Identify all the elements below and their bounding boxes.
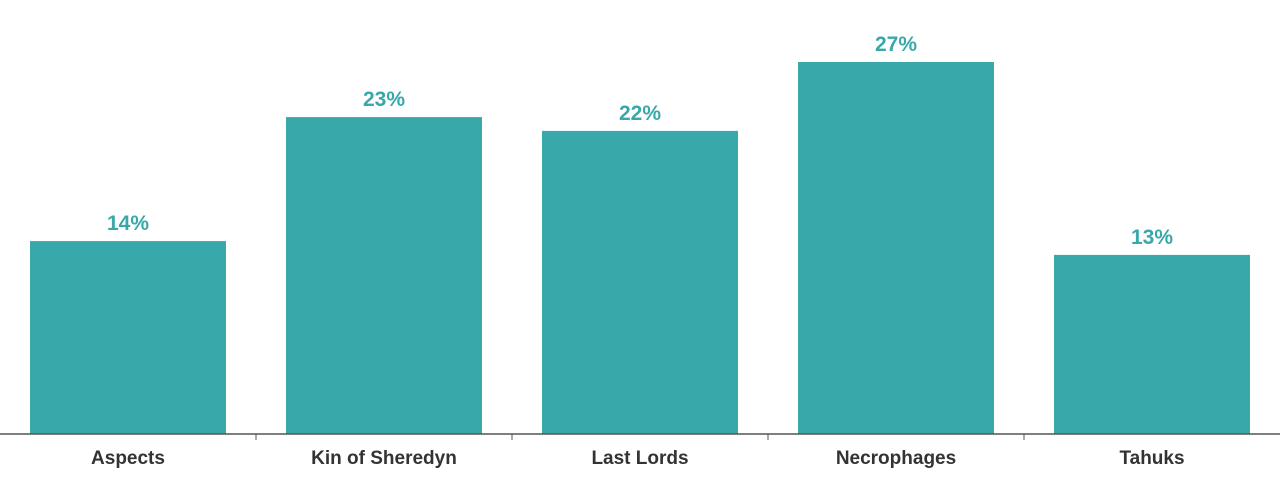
category-label-necrophages: Necrophages — [836, 448, 956, 469]
x-axis — [0, 433, 1280, 440]
data-label-necrophages: 27% — [875, 33, 917, 56]
category-labels-layer: Aspects Kin of Sheredyn Last Lords Necropha… — [91, 448, 1185, 469]
data-label-aspects: 14% — [107, 212, 149, 235]
category-label-kin-of-sheredyn: Kin of Sheredyn — [311, 448, 457, 469]
bar-tahuks — [1054, 254, 1250, 434]
category-label-tahuks: Tahuks — [1119, 448, 1184, 469]
bar-necrophages — [798, 62, 994, 434]
data-label-tahuks: 13% — [1131, 226, 1173, 249]
data-label-last-lords: 22% — [619, 102, 661, 125]
category-label-last-lords: Last Lords — [591, 448, 688, 469]
data-labels-layer: 14% 23% 22% 27% 13% — [107, 33, 1173, 249]
data-label-kin-of-sheredyn: 23% — [363, 88, 405, 111]
bar-kin-of-sheredyn — [286, 117, 482, 434]
bar-last-lords — [542, 130, 738, 434]
bar-aspects — [30, 241, 226, 434]
category-label-aspects: Aspects — [91, 448, 165, 469]
bars-layer — [30, 62, 1250, 434]
